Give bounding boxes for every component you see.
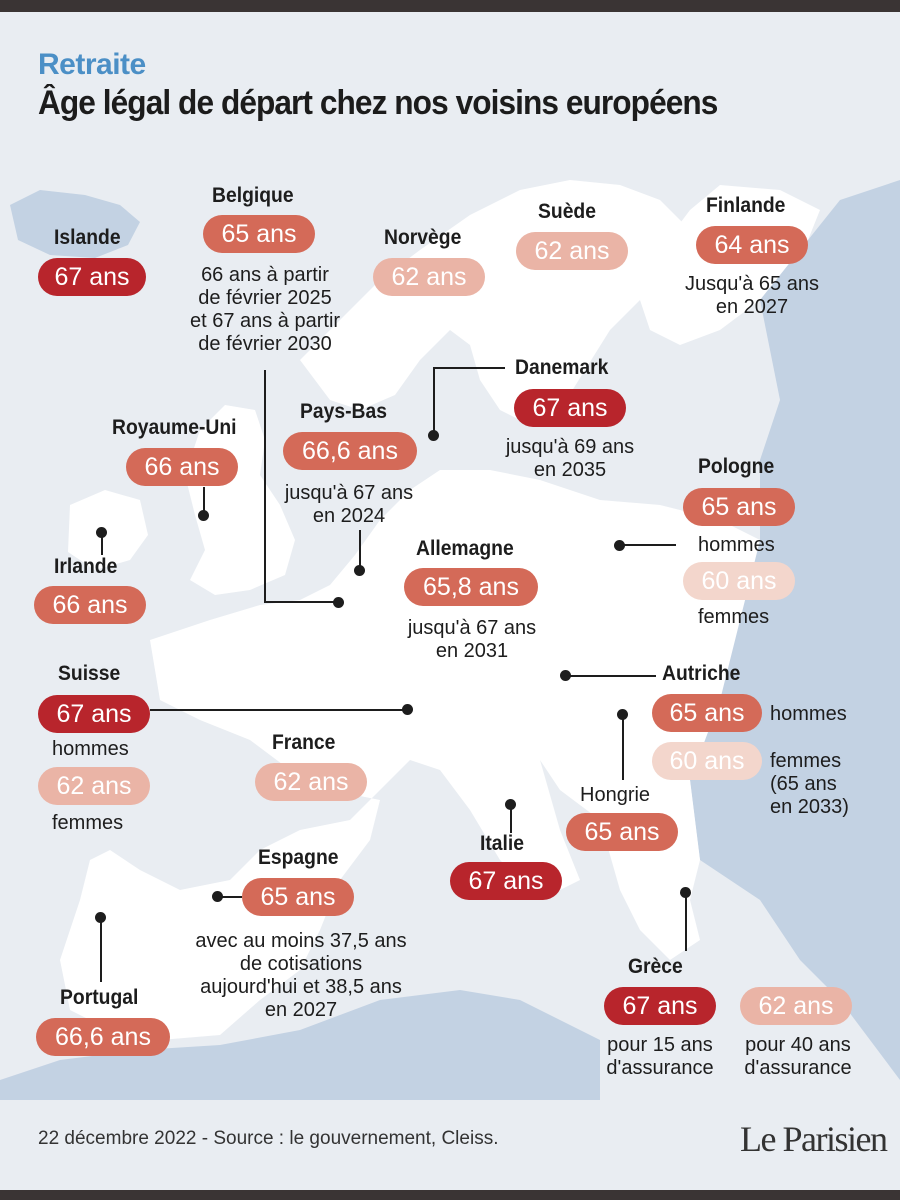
scandinavia-land bbox=[300, 180, 690, 425]
age-grece-40: 62 ans bbox=[740, 987, 852, 1025]
eastern-land bbox=[690, 180, 900, 1080]
age-norvege: 62 ans bbox=[373, 258, 485, 296]
age-suede: 62 ans bbox=[516, 232, 628, 270]
marker-grece bbox=[680, 887, 691, 898]
connector-espagne bbox=[218, 896, 242, 898]
note-espagne: avec au moins 37,5 ans de cotisations au… bbox=[195, 930, 407, 1021]
age-islande: 67 ans bbox=[38, 258, 146, 296]
age-portugal: 66,6 ans bbox=[36, 1018, 170, 1056]
age-grece-15: 67 ans bbox=[604, 987, 716, 1025]
marker-suisse bbox=[402, 704, 413, 715]
pologne-hommes: hommes bbox=[698, 534, 775, 556]
note-grece-40: pour 40 ans d'assurance bbox=[744, 1034, 852, 1079]
connector-irlande bbox=[101, 533, 103, 555]
connector-danemark-v bbox=[433, 367, 435, 437]
note-finlande: Jusqu'à 65 ans en 2027 bbox=[685, 273, 819, 318]
kicker: Retraite bbox=[38, 48, 146, 81]
finland-land bbox=[640, 185, 820, 345]
label-grece: Grèce bbox=[628, 955, 683, 978]
marker-royaume-uni bbox=[198, 510, 209, 521]
africa-land bbox=[0, 990, 600, 1100]
marker-autriche bbox=[560, 670, 571, 681]
label-suede: Suède bbox=[538, 200, 596, 223]
note-belgique: 66 ans à partir de février 2025 et 67 an… bbox=[189, 264, 341, 355]
marker-belgique bbox=[333, 597, 344, 608]
age-espagne: 65 ans bbox=[242, 878, 354, 916]
age-royaume-uni: 66 ans bbox=[126, 448, 238, 486]
age-danemark: 67 ans bbox=[514, 389, 626, 427]
connector-royaume-uni bbox=[203, 487, 205, 515]
label-pologne: Pologne bbox=[698, 455, 775, 478]
label-allemagne: Allemagne bbox=[416, 537, 514, 560]
connector-italie bbox=[510, 805, 512, 833]
age-italie: 67 ans bbox=[450, 862, 562, 900]
age-autriche-femmes: 60 ans bbox=[652, 742, 762, 780]
marker-pologne bbox=[614, 540, 625, 551]
label-finlande: Finlande bbox=[706, 194, 786, 217]
label-belgique: Belgique bbox=[212, 184, 294, 207]
connector-autriche bbox=[566, 675, 656, 677]
connector-danemark-h bbox=[433, 367, 505, 369]
ireland-land bbox=[68, 490, 148, 570]
marker-italie bbox=[505, 799, 516, 810]
age-irlande: 66 ans bbox=[34, 586, 146, 624]
autriche-hommes: hommes bbox=[770, 703, 847, 725]
age-finlande: 64 ans bbox=[696, 226, 808, 264]
label-irlande: Irlande bbox=[54, 555, 118, 578]
marker-pays-bas bbox=[354, 565, 365, 576]
iceland-land bbox=[10, 190, 140, 258]
label-pays-bas: Pays-Bas bbox=[300, 400, 387, 423]
marker-portugal bbox=[95, 912, 106, 923]
note-danemark: jusqu'à 69 ans en 2035 bbox=[505, 436, 635, 481]
connector-suisse bbox=[150, 709, 408, 711]
age-allemagne: 65,8 ans bbox=[404, 568, 538, 606]
label-hongrie: Hongrie bbox=[580, 784, 651, 806]
label-suisse: Suisse bbox=[58, 662, 121, 685]
age-suisse-femmes: 62 ans bbox=[38, 767, 150, 805]
source-line: 22 décembre 2022 - Source : le gouvernem… bbox=[38, 1128, 499, 1149]
autriche-femmes: femmes (65 ans en 2033) bbox=[770, 750, 849, 818]
connector-grece bbox=[685, 893, 687, 951]
age-pologne-hommes: 65 ans bbox=[683, 488, 795, 526]
label-france: France bbox=[272, 731, 336, 754]
pologne-femmes: femmes bbox=[698, 606, 770, 628]
suisse-hommes: hommes bbox=[52, 738, 129, 760]
note-grece-15: pour 15 ans d'assurance bbox=[606, 1034, 714, 1079]
top-border bbox=[0, 0, 900, 12]
label-danemark: Danemark bbox=[515, 356, 609, 379]
connector-pays-bas bbox=[359, 530, 361, 570]
marker-danemark bbox=[428, 430, 439, 441]
marker-hongrie bbox=[617, 709, 628, 720]
marker-espagne bbox=[212, 891, 223, 902]
age-france: 62 ans bbox=[255, 763, 367, 801]
suisse-femmes: femmes bbox=[52, 812, 124, 834]
bottom-border bbox=[0, 1190, 900, 1200]
label-autriche: Autriche bbox=[662, 662, 741, 685]
header: Retraite Âge légal de départ chez nos vo… bbox=[38, 48, 769, 123]
label-norvege: Norvège bbox=[384, 226, 462, 249]
age-hongrie: 65 ans bbox=[566, 813, 678, 851]
connector-pologne bbox=[620, 544, 676, 546]
connector-belgique-h bbox=[264, 601, 336, 603]
label-islande: Islande bbox=[54, 226, 121, 249]
label-royaume-uni: Royaume-Uni bbox=[112, 416, 237, 439]
connector-hongrie bbox=[622, 716, 624, 780]
age-pologne-femmes: 60 ans bbox=[683, 562, 795, 600]
label-espagne: Espagne bbox=[258, 846, 339, 869]
label-portugal: Portugal bbox=[60, 986, 139, 1009]
label-italie: Italie bbox=[480, 832, 525, 855]
note-pays-bas: jusqu'à 67 ans en 2024 bbox=[284, 482, 414, 527]
age-suisse-hommes: 67 ans bbox=[38, 695, 150, 733]
age-belgique: 65 ans bbox=[203, 215, 315, 253]
page-title: Âge légal de départ chez nos voisins eur… bbox=[38, 84, 718, 122]
age-pays-bas: 66,6 ans bbox=[283, 432, 417, 470]
le-parisien-logo: Le Parisien bbox=[740, 1119, 888, 1159]
note-allemagne: jusqu'à 67 ans en 2031 bbox=[407, 617, 537, 662]
connector-portugal bbox=[100, 918, 102, 982]
connector-belgique-v bbox=[264, 370, 266, 602]
marker-irlande bbox=[96, 527, 107, 538]
age-autriche-hommes: 65 ans bbox=[652, 694, 762, 732]
